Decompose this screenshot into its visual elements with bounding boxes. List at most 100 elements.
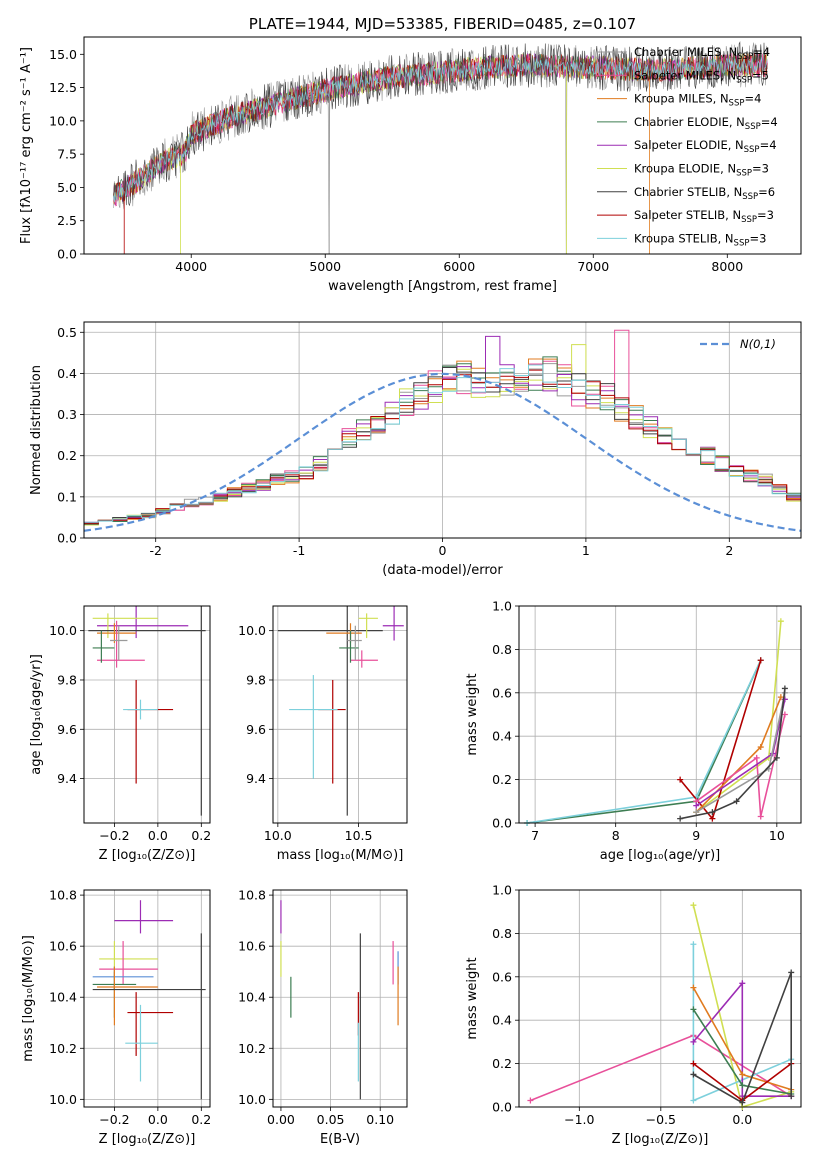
legend-entry-count: =4 [760,138,777,152]
legend-entry-count: =3 [749,231,766,245]
x-tick-label: −0.5 [646,1112,676,1127]
weight-series [524,657,764,826]
y-tick-label: 10.2 [49,1041,77,1056]
plot-frame [518,889,802,1108]
errorbar-point [123,699,158,720]
y-tick-label: 5.0 [57,180,77,195]
x-axis-label: age [log₁₀(age/yr)] [600,848,721,863]
y-tick-label: 10.0 [49,113,77,128]
y-tick-label: 0.0 [492,816,512,831]
y-tick-label: 0.8 [492,926,512,941]
errorbar-point [99,941,158,985]
histogram-series [84,329,801,526]
y-axis-label: Normed distribution [29,365,44,495]
plot-frame [83,321,802,539]
errorbar-point [92,630,115,663]
y-axis-label: mass [log₁₀(M/M⊙)] [21,935,36,1062]
normal-curve [83,372,802,532]
histogram-series [84,364,801,527]
errorbar-point [125,1004,158,1082]
y-tick-label: 10.0 [49,1092,77,1107]
x-tick-label: 0 [439,543,447,558]
weight-series [690,969,795,1106]
x-tick-label: −0.2 [99,1112,129,1127]
errorbar-point [127,679,174,784]
weight-marker [690,941,697,948]
x-tick-label: 5000 [309,259,341,274]
errorbar-point [350,650,378,668]
errorbar-point [289,675,338,779]
y-axis-label: mass weight [465,673,480,755]
weight-vs-metallicity-panel: −1.0 −0.5 0.0 0.0 0.2 0.4 0.6 0.8 1.0 Z [log₁₀(Z/… [465,883,802,1147]
y-tick-label: 9.6 [246,722,266,737]
chart-title: PLATE=1944, MJD=53385, FIBERID=0485, z=0… [249,15,636,33]
weight-marker [739,1071,746,1078]
weight-marker [733,798,740,805]
errorbar-point [127,992,174,1056]
legend-entry: Chabrier MILES, NSSP=4 [634,45,770,62]
spectrum-line [113,57,768,203]
legend-entry-name: Kroupa STELIB, N [634,231,734,245]
x-tick-label: 2 [725,543,733,558]
y-tick-label: 9.4 [57,771,77,786]
age-vs-mass-panel: 10.0 10.5 9.4 9.6 9.8 10.0 mass [log₁₀(M/M⊙)] [238,605,408,863]
weight-marker [677,776,684,783]
weight-line [526,659,762,824]
legend-entry-name: Salpeter STELIB, N [634,208,741,222]
weight-series [693,711,788,820]
weight-marker [690,902,697,909]
weight-marker [757,744,764,751]
weight-marker [788,969,795,976]
weight-line [692,981,792,1097]
weight-marker [739,1099,746,1106]
errorbar-point [97,620,145,668]
weight-marker [690,1006,697,1013]
y-tick-label: 0.2 [492,1056,512,1071]
x-tick-label: 10 [769,828,785,843]
weight-marker [777,694,784,701]
weight-marker [690,1060,697,1067]
mass-vs-extinction-panel: 0.00 0.05 0.10 10.0 10.2 10.4 10.6 10.8 E(B-V) [238,888,408,1147]
weight-marker [753,754,760,761]
y-tick-label: 9.8 [246,672,266,687]
y-tick-label: 7.5 [57,147,77,162]
weight-marker [693,809,700,816]
y-tick-label: 9.6 [57,722,77,737]
legend-entry-name: Salpeter MILES, N [634,68,736,82]
mass-vs-metallicity-panel: −0.2 0.0 0.2 10.0 10.2 10.4 10.6 10.8 Z [log₁₀(Z… [21,888,211,1147]
residual-histogram-panel: -2 -1 0 1 2 0.0 0.1 0.2 0.3 0.4 0.5 (data-model)/er… [29,321,802,578]
legend-entry-subscript: SSP [741,215,757,225]
y-tick-label: 1.0 [492,599,512,614]
x-tick-label: 7000 [577,259,609,274]
errorbar-point [92,613,158,639]
weight-line [679,660,762,821]
y-tick-label: 0.6 [492,685,512,700]
y-tick-label: 10.0 [49,623,77,638]
spectrum-panel: 4000 5000 6000 7000 8000 0.0 2.5 5.0 7.5 10.0 12.5… [19,15,802,294]
weight-line [526,659,762,824]
weight-marker [777,618,784,625]
legend-entry: Chabrier ELODIE, NSSP=4 [634,115,778,132]
legend-entry-subscript: SSP [736,75,752,85]
x-tick-label: 7 [531,828,539,843]
weight-series [677,685,788,822]
legend-entry-subscript: SSP [744,145,760,155]
y-tick-label: 0.2 [492,772,512,787]
legend-entry-count: =5 [752,68,769,82]
y-tick-label: 10.6 [49,939,77,954]
x-axis-label: wavelength [Angstrom, rest frame] [328,279,557,294]
plot-frame [83,889,211,1108]
age-vs-metallicity-panel: −0.2 0.0 0.2 9.4 9.6 9.8 10.0 Z [log₁₀(Z/Z⊙)] ag… [29,605,211,863]
y-tick-label: 0.4 [57,366,77,381]
y-axis-label: mass weight [465,957,480,1039]
y-tick-label: 10.8 [49,888,77,903]
x-tick-label: 6000 [443,259,475,274]
y-tick-label: 2.5 [57,213,77,228]
y-tick-label: 10.0 [238,1092,266,1107]
y-tick-label: 1.0 [492,883,512,898]
x-tick-label: 9 [692,828,700,843]
y-tick-label: 0.0 [57,247,77,262]
plot-frame [518,605,802,824]
